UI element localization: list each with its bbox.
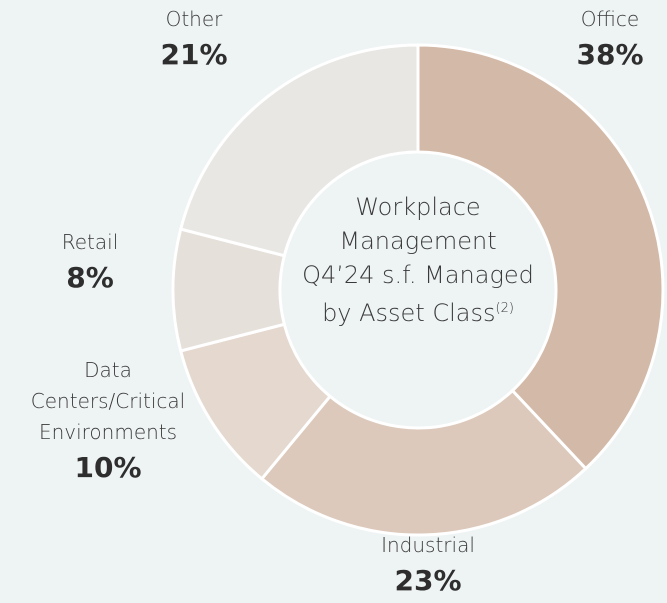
donut-segment xyxy=(178,43,420,258)
segment-label: Data Centers/Critical Environments 10% xyxy=(18,355,198,488)
value-label: 8% xyxy=(66,261,114,294)
category-label: Office xyxy=(580,7,640,31)
donut-segment xyxy=(259,388,588,537)
title-line: Management xyxy=(339,227,497,255)
category-label: Retail xyxy=(61,230,119,254)
value-label: 38% xyxy=(576,38,644,71)
donut-segment xyxy=(416,43,665,471)
segment-label: Industrial 23% xyxy=(328,530,528,601)
title-line: Q4’24 s.f. Managed xyxy=(302,261,534,289)
value-label: 21% xyxy=(160,38,228,71)
value-label: 10% xyxy=(74,451,142,484)
category-label: Other xyxy=(165,7,223,31)
category-label: Data Centers/Critical Environments xyxy=(30,358,186,444)
value-label: 23% xyxy=(394,564,462,597)
title-superscript: (2) xyxy=(495,301,514,316)
segment-label: Office 38% xyxy=(510,4,667,75)
segment-label: Retail 8% xyxy=(0,227,190,298)
center-title: Workplace Management Q4’24 s.f. Managed by … xyxy=(278,190,558,330)
segment-label: Other 21% xyxy=(94,4,294,75)
title-line: Workplace xyxy=(355,193,481,221)
category-label: Industrial xyxy=(381,533,475,557)
title-line: by Asset Class(2) xyxy=(322,299,514,327)
